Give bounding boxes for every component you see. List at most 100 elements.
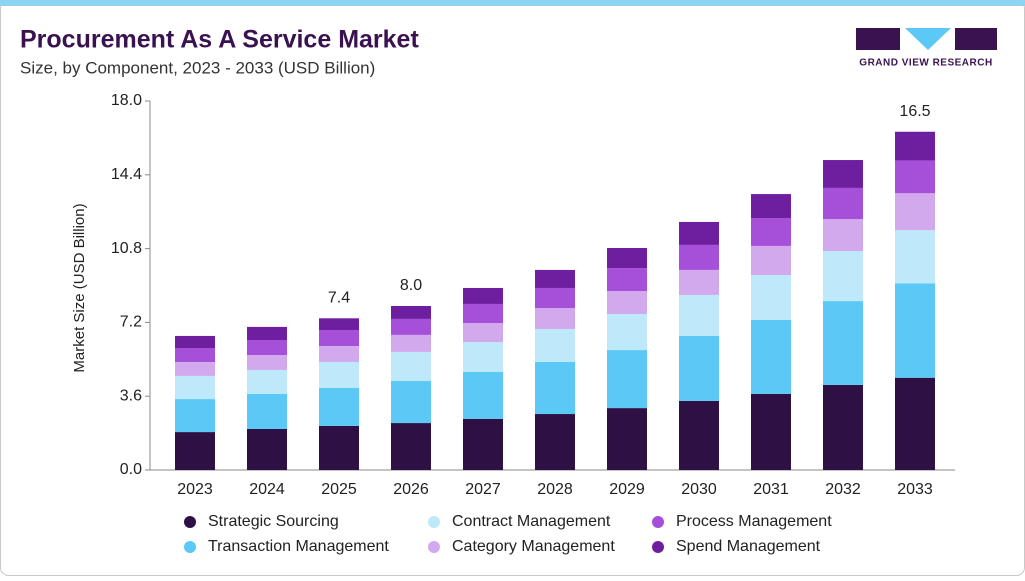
- bar-segment: [823, 301, 863, 385]
- logo: GRAND VIEW RESEARCH: [856, 28, 997, 69]
- legend-label: Strategic Sourcing: [208, 513, 339, 530]
- logo-block: [955, 28, 997, 50]
- bar-segment: [175, 361, 215, 376]
- legend-swatch: [184, 516, 196, 528]
- bar-segment: [319, 361, 359, 388]
- bar-segment: [679, 400, 719, 470]
- bar-segment: [463, 342, 503, 373]
- bar-segment: [247, 393, 287, 429]
- total-label: 7.4: [328, 290, 350, 307]
- brand: GRAND VIEW RESEARCH: [859, 58, 992, 69]
- legend-swatch: [652, 541, 664, 553]
- bar-segment: [535, 328, 575, 362]
- x-tick-label: 2029: [609, 481, 645, 498]
- bar-segment: [535, 287, 575, 309]
- bar-segment: [175, 375, 215, 400]
- bar-segment: [607, 350, 647, 409]
- bar-segment: [463, 418, 503, 470]
- bar-segment: [823, 160, 863, 188]
- bar-segment: [247, 326, 287, 341]
- bar-segment: [895, 377, 935, 470]
- y-tick-label: 3.6: [120, 387, 142, 404]
- total-label: 16.5: [899, 103, 930, 120]
- y-tick-label: 18.0: [111, 92, 142, 109]
- bar-segment: [895, 283, 935, 378]
- bar-segment: [823, 251, 863, 302]
- x-tick-label: 2033: [897, 481, 933, 498]
- bar-segment: [895, 193, 935, 231]
- legend-swatch: [184, 541, 196, 553]
- bar-segment: [607, 313, 647, 351]
- bar-segment: [535, 269, 575, 288]
- bar-segment: [607, 247, 647, 269]
- bar-segment: [247, 369, 287, 394]
- bar-segment: [679, 335, 719, 401]
- bar-segment: [895, 131, 935, 161]
- bar-segment: [535, 414, 575, 470]
- bar-segment: [391, 351, 431, 382]
- logo-block: [905, 28, 951, 50]
- bar-segment: [319, 329, 359, 346]
- bar-segment: [607, 408, 647, 470]
- bar-segment: [823, 219, 863, 252]
- bar-segment: [175, 348, 215, 362]
- chart-title: Procurement As A Service Market: [20, 26, 419, 54]
- bar-segment: [679, 269, 719, 295]
- bar-segment: [319, 425, 359, 470]
- bar-segment: [751, 218, 791, 246]
- y-tick-label: 10.8: [111, 240, 142, 257]
- bar-segment: [463, 287, 503, 304]
- x-tick-label: 2027: [465, 481, 501, 498]
- bar-segment: [247, 354, 287, 370]
- bar-segment: [679, 221, 719, 245]
- legend-label: Contract Management: [452, 513, 611, 530]
- legend-swatch: [428, 516, 440, 528]
- bar-segment: [823, 187, 863, 220]
- bar-segment: [247, 429, 287, 470]
- x-tick-label: 2030: [681, 481, 717, 498]
- legend-label: Category Management: [452, 538, 615, 555]
- top-stripe: [0, 0, 1025, 6]
- logo-block: [856, 28, 900, 50]
- x-tick-label: 2025: [321, 481, 357, 498]
- legend-label: Process Management: [676, 513, 832, 530]
- x-tick-label: 2026: [393, 481, 429, 498]
- bar-segment: [319, 388, 359, 426]
- bar-segment: [319, 345, 359, 362]
- bar-segment: [823, 384, 863, 470]
- bar-segment: [751, 245, 791, 276]
- bar-segment: [175, 335, 215, 349]
- bar-segment: [175, 399, 215, 433]
- legend-label: Spend Management: [676, 538, 821, 555]
- bar-segment: [607, 291, 647, 314]
- x-tick-label: 2031: [753, 481, 789, 498]
- x-tick-label: 2032: [825, 481, 861, 498]
- bar-segment: [463, 323, 503, 343]
- bar-segment: [247, 340, 287, 355]
- bar-segment: [391, 423, 431, 470]
- bar-segment: [679, 244, 719, 270]
- bar-segment: [391, 318, 431, 335]
- y-tick-label: 7.2: [120, 314, 142, 331]
- bar-segment: [751, 275, 791, 320]
- chart-subtitle: Size, by Component, 2023 - 2033 (USD Bil…: [20, 58, 375, 77]
- bar-segment: [391, 306, 431, 319]
- bar-segment: [751, 393, 791, 470]
- total-label: 8.0: [400, 277, 422, 294]
- bar-segment: [175, 432, 215, 470]
- bar-segment: [463, 372, 503, 419]
- bar-segment: [391, 334, 431, 352]
- bar-segment: [751, 194, 791, 219]
- legend-swatch: [428, 541, 440, 553]
- y-tick-label: 14.4: [111, 166, 142, 183]
- legend-label: Transaction Management: [208, 538, 389, 555]
- bar-segment: [679, 294, 719, 336]
- bar-segment: [895, 230, 935, 284]
- bar-segment: [319, 318, 359, 330]
- x-tick-label: 2028: [537, 481, 573, 498]
- y-axis-label: Market Size (USD Billion): [71, 203, 88, 372]
- bar-segment: [607, 268, 647, 292]
- x-tick-label: 2023: [177, 481, 213, 498]
